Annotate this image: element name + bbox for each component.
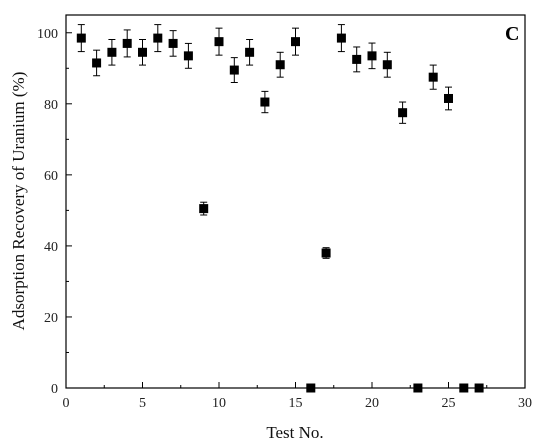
data-point (336, 33, 346, 43)
x-tick-label: 5 (139, 396, 146, 411)
data-point (352, 54, 362, 64)
data-point (76, 33, 86, 43)
data-point (260, 97, 270, 107)
data-point (214, 37, 224, 47)
x-axis-ticks: 0 5 10 15 20 25 30 (63, 382, 532, 411)
data-point (275, 60, 285, 70)
data-point (138, 47, 147, 57)
data-point (444, 93, 453, 103)
data-point (168, 38, 178, 48)
y-tick-label: 20 (44, 311, 58, 326)
y-tick-label: 80 (44, 98, 58, 113)
panel-label: C (505, 23, 519, 45)
x-axis-title: Test No. (266, 423, 323, 442)
y-axis-title: Adsorption Recovery of Uranium (%) (9, 72, 28, 331)
x-tick-label: 0 (63, 396, 70, 411)
data-point (398, 108, 408, 118)
data-point (122, 38, 132, 48)
x-tick-label: 20 (365, 396, 379, 411)
data-point (367, 51, 377, 61)
data-point (459, 383, 469, 393)
data-point (306, 383, 316, 393)
x-tick-label: 25 (442, 396, 456, 411)
data-point (229, 65, 239, 75)
data-point (474, 383, 484, 393)
y-tick-label: 100 (37, 27, 58, 42)
data-point (199, 204, 209, 214)
data-point (245, 47, 255, 57)
y-tick-label: 40 (44, 240, 58, 255)
y-tick-label: 0 (51, 382, 58, 397)
y-tick-label: 60 (44, 169, 58, 184)
data-point (107, 47, 117, 57)
x-tick-label: 15 (289, 396, 303, 411)
data-point (382, 60, 392, 70)
plot-frame (65, 14, 526, 389)
data-point (413, 383, 423, 393)
data-point (291, 37, 300, 47)
y-axis-ticks: 0 20 40 60 80 100 (37, 27, 72, 397)
data-point (153, 33, 163, 43)
data-point (321, 248, 331, 258)
x-tick-label: 30 (518, 396, 532, 411)
data-point (428, 72, 438, 82)
x-tick-label: 10 (212, 396, 226, 411)
data-point (183, 51, 193, 61)
data-point (92, 58, 102, 68)
data-points (76, 24, 484, 393)
